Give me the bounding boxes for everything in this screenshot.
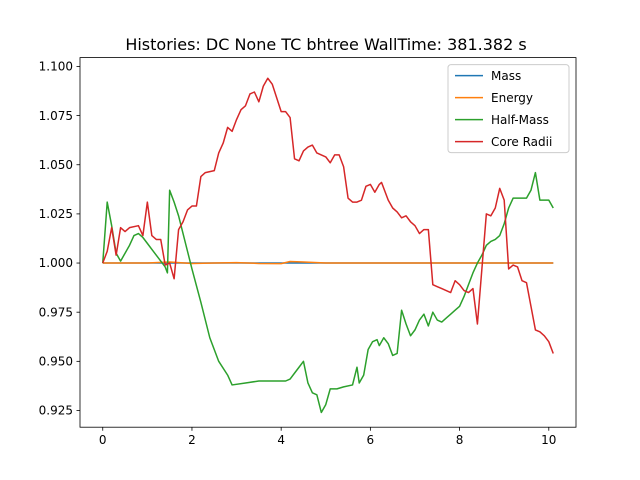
legend-label: Mass (491, 69, 521, 83)
series-line-energy (102, 260, 554, 265)
axes-frame (79, 57, 577, 428)
legend-box (447, 64, 570, 154)
y-tick-label: 1.000 (39, 256, 73, 270)
y-tick-label: 1.075 (39, 109, 73, 123)
x-tick-label: 2 (188, 433, 196, 447)
y-tick-label: 1.025 (39, 207, 73, 221)
legend-label: Half-Mass (491, 113, 549, 127)
y-tick-label: 1.100 (39, 60, 73, 74)
y-tick-label: 1.050 (39, 158, 73, 172)
x-tick-label: 4 (277, 433, 285, 447)
y-axis: 0.925 0.950 0.975 1.000 1.025 1.050 1.075 1.100 (39, 60, 80, 418)
legend-label: Core Radii (491, 135, 552, 149)
series-line-core-radii (102, 77, 554, 354)
x-tick-label: 10 (541, 433, 556, 447)
x-axis: 0 2 4 6 8 10 (99, 427, 556, 447)
x-tick-label: 6 (367, 433, 375, 447)
y-tick-label: 0.925 (39, 404, 73, 418)
x-tick-label: 0 (99, 433, 107, 447)
x-tick-label: 8 (456, 433, 464, 447)
y-tick-label: 0.975 (39, 305, 73, 319)
legend-label: Energy (491, 91, 533, 105)
chart-title: Histories: DC None TC bhtree WallTime: 3… (125, 35, 526, 54)
y-tick-label: 0.950 (39, 355, 73, 369)
series-layer (102, 77, 554, 414)
legend: Mass Energy Half-Mass Core Radii (447, 64, 570, 154)
series-line-half-mass (102, 171, 554, 414)
